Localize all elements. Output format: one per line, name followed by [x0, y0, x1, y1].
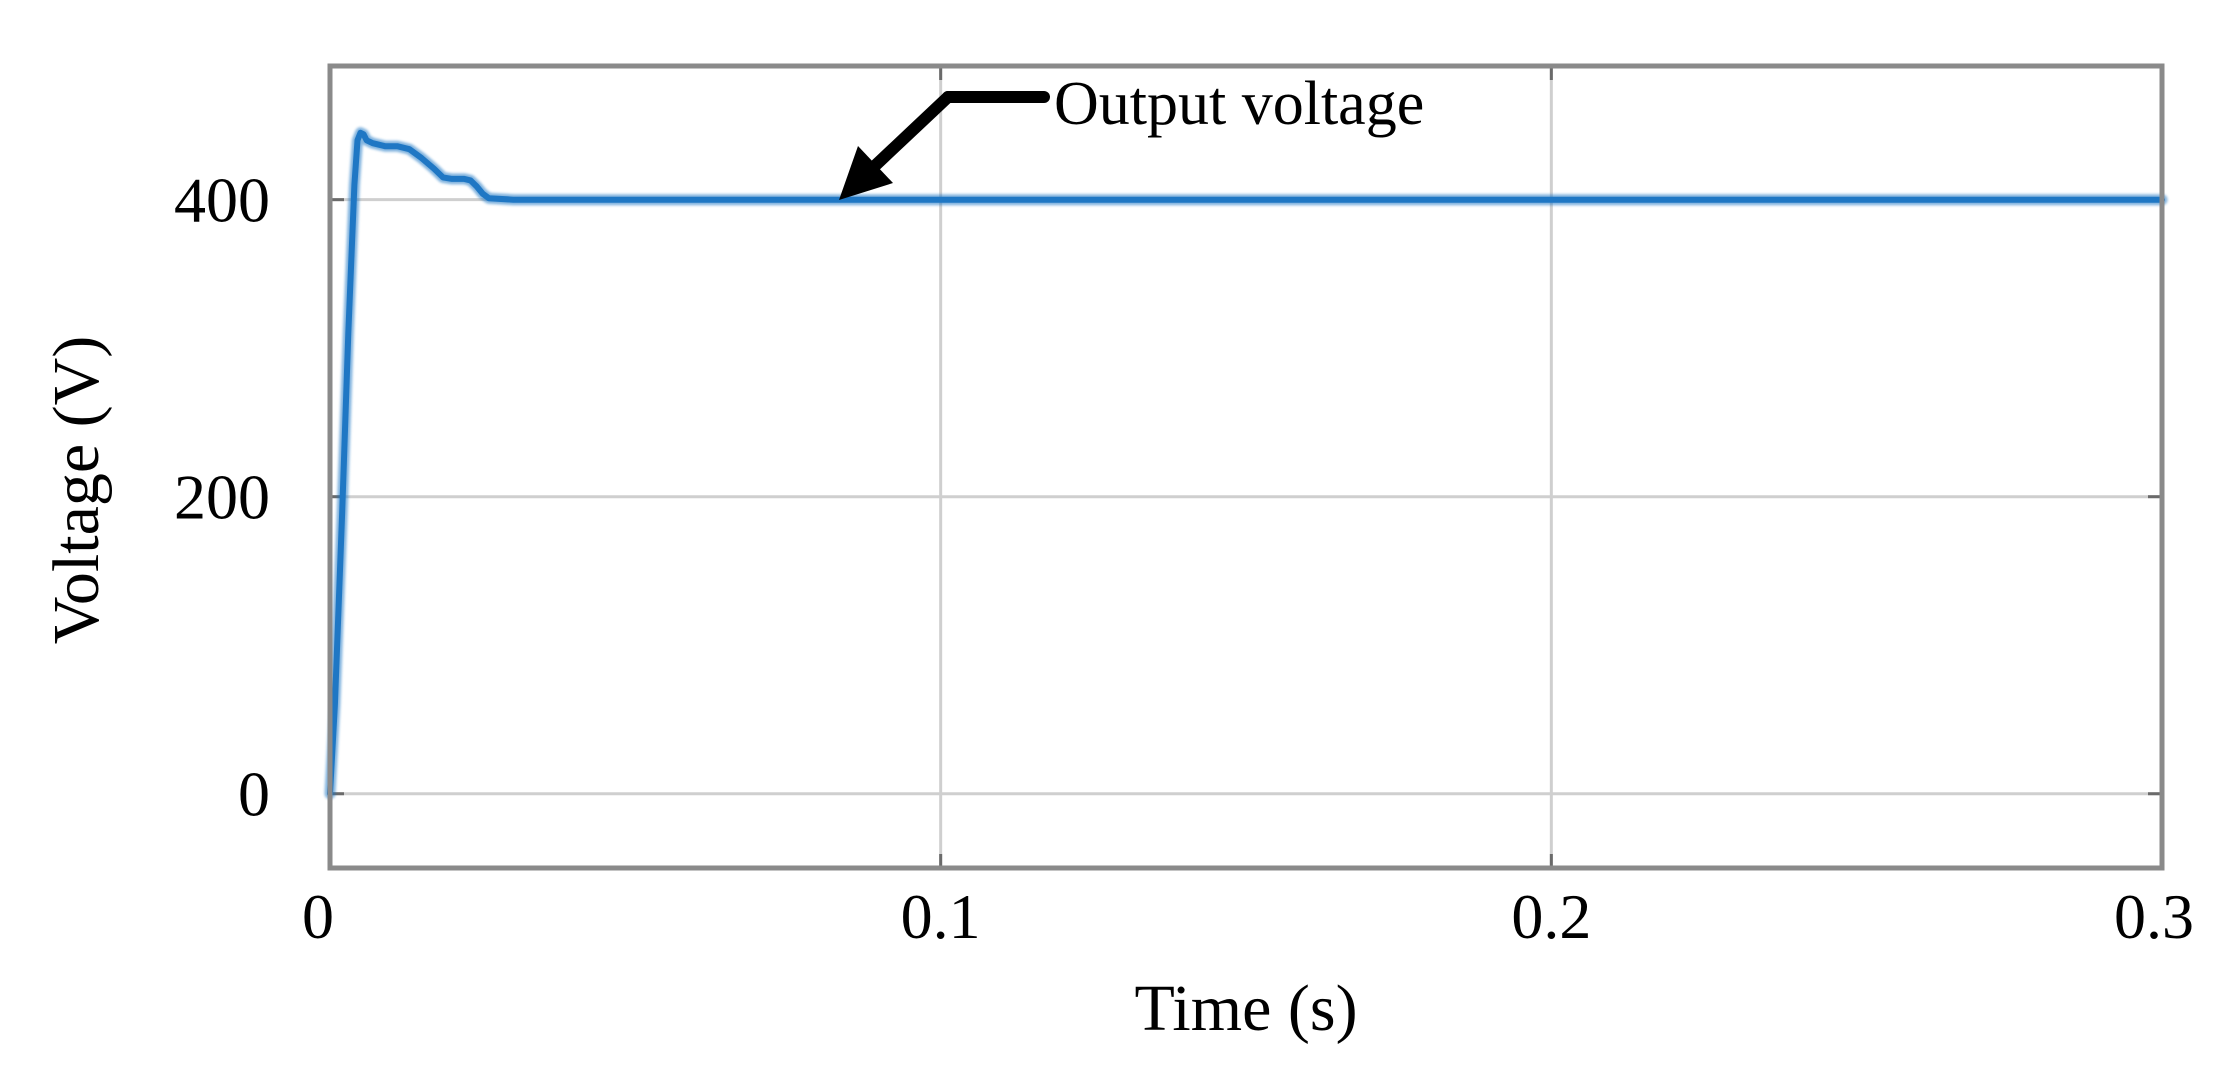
x-tick-label: 0 [302, 881, 334, 952]
x-axis-label: Time (s) [1134, 972, 1357, 1045]
x-tick-label: 0.3 [2114, 881, 2194, 952]
x-tick-label: 0.2 [1511, 881, 1591, 952]
series-line [327, 129, 2165, 797]
plot-frame [327, 63, 2165, 871]
series-layer [324, 127, 2168, 800]
annotation-arrowhead [839, 146, 893, 200]
plot-background [330, 66, 2162, 868]
x-tick-label: 0.1 [901, 881, 981, 952]
tick-labels: 0 0.1 0.2 0.3 0 200 400 [174, 165, 2194, 952]
y-tick-label: 200 [174, 462, 270, 533]
y-tick-label: 0 [238, 759, 270, 830]
annotation-text: Output voltage [1054, 70, 1424, 138]
annotation-arrow-shaft-diagonal [856, 91, 954, 184]
y-axis-label: Voltage (V) [40, 336, 113, 645]
annotation: Output voltage [839, 70, 1424, 200]
y-tick-label: 400 [174, 165, 270, 236]
